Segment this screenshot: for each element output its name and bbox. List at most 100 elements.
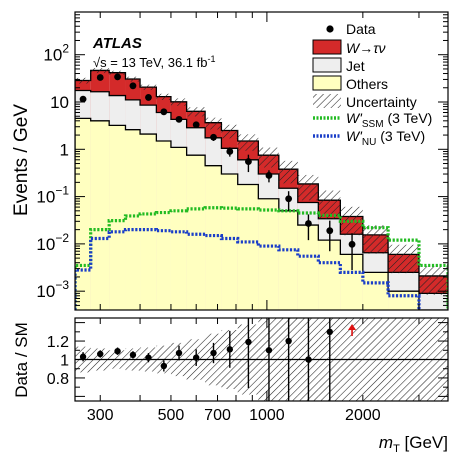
ratio-ylabel: Data / SM — [12, 322, 31, 398]
data-point — [192, 121, 200, 129]
data-point — [285, 195, 293, 203]
legend-uncertainty-label: Uncertainty — [346, 94, 417, 110]
stack-others-bin — [362, 272, 389, 310]
stack-others-outline — [75, 117, 448, 310]
stack-others-bin — [156, 140, 171, 310]
main-frame — [74, 11, 449, 311]
ratio-offscale-arrow-head — [348, 324, 357, 330]
ratio-point — [79, 353, 87, 360]
legend-wtaunu-label: W→τν — [346, 40, 385, 56]
data-point — [245, 158, 252, 165]
uncertainty-bin — [258, 147, 279, 168]
data-point — [160, 108, 168, 116]
main-ytick-label: 10−1 — [36, 184, 69, 207]
stack-others-bin — [297, 225, 319, 310]
legend-wnu-main: W' — [346, 128, 363, 144]
data-point — [145, 94, 152, 101]
ratio-ytick-label: 1 — [60, 353, 69, 370]
ratio-axis-ticks: 0.81 1.2 300 500 700 1000 2000 — [47, 318, 448, 424]
main-ytick-label-exp: −3 — [55, 278, 69, 292]
uncertainty-bin — [170, 98, 187, 106]
legend-wtaunu-swatch — [312, 39, 342, 55]
uncertainty-bin — [418, 266, 448, 295]
stack-others-bin — [125, 129, 141, 310]
legend-data-label: Data — [346, 21, 376, 37]
legend-jet-label: Jet — [346, 58, 365, 74]
ratio-plot-area — [75, 318, 448, 401]
main-ytick-label: 10−2 — [36, 231, 69, 254]
main-ytick-label: 102 — [43, 42, 69, 65]
uncertainty-bin — [125, 76, 141, 82]
uncertainty-bin — [318, 190, 341, 219]
stack-others-bin — [340, 254, 363, 310]
stack-others-bin — [186, 155, 206, 310]
data-point — [129, 82, 137, 90]
ratio-point — [175, 349, 183, 357]
stack-others-bin — [75, 118, 91, 310]
signal-wssm-line — [75, 206, 448, 310]
uncertainty-bin — [156, 93, 171, 100]
uncertainty-bin — [237, 134, 259, 151]
xtick-label: 500 — [158, 407, 185, 424]
ratio-ytick-label: 1.2 — [47, 334, 69, 351]
ratio-point — [245, 338, 252, 346]
legend-others-label: Others — [346, 76, 388, 92]
main-ytick-label-exp: 2 — [62, 42, 69, 56]
data-point — [226, 148, 234, 155]
energy-label: √s = 13 TeV, 36.1 fb-1 — [93, 54, 216, 70]
stack-others-bin — [221, 174, 238, 310]
ratio-point — [226, 346, 234, 353]
uncertainty-bin — [90, 68, 110, 74]
data-point — [348, 240, 356, 248]
stack-jet-bin — [418, 293, 448, 310]
data-point — [265, 172, 273, 179]
legend-jet-swatch — [312, 57, 342, 73]
stack-others-bin — [170, 147, 187, 310]
atlas-label: ATLAS — [92, 35, 142, 52]
x-axis-label-unit: [GeV] — [400, 433, 448, 452]
xtick-label: 2000 — [345, 407, 381, 424]
legend-wssm-suffix: (3 TeV) — [384, 110, 433, 126]
ratio-point — [97, 350, 104, 358]
stack-others-bin — [258, 198, 279, 310]
stack-others-bin — [109, 125, 126, 310]
ratio-point — [326, 328, 333, 336]
ratio-point — [210, 349, 217, 357]
legend-wnu-sub: NU — [362, 137, 376, 148]
uncertainty-bin — [388, 244, 419, 274]
xtick-label: 700 — [204, 407, 231, 424]
main-ytick-label: 1 — [60, 140, 69, 159]
legend-wnu-label: W'NU (3 TeV) — [346, 128, 425, 148]
main-ytick-label-base: 10 — [36, 235, 55, 254]
main-ytick-label: 10 — [50, 93, 69, 112]
x-axis-label-main: m — [379, 433, 393, 452]
stack-others-bin — [90, 120, 110, 310]
main-ytick-label-base: 10 — [50, 93, 69, 112]
ratio-point — [160, 362, 168, 370]
legend-wssm-label: W'SSM (3 TeV) — [346, 110, 432, 130]
uncertainty-bin — [205, 117, 222, 130]
legend-wssm-sub: SSM — [362, 119, 384, 130]
ratio-point — [114, 348, 121, 355]
ratio-panel: 0.81 1.2 300 500 700 1000 2000 Data / SM mT [G… — [12, 317, 449, 455]
uncertainty-bin — [109, 70, 126, 75]
data-points — [79, 73, 356, 271]
main-ytick-label-base: 10 — [36, 188, 55, 207]
ratio-point — [285, 337, 292, 345]
signal-wnu-line — [75, 228, 448, 310]
data-point — [96, 74, 104, 81]
energy-label-sup: -1 — [207, 54, 215, 64]
data-point — [175, 115, 183, 123]
legend: Data W→τν Jet Others Uncertainty W'SSM (… — [312, 21, 432, 148]
uncertainty-bin — [297, 174, 319, 201]
uncertainty-bin — [186, 107, 206, 117]
stack-others-bin — [140, 134, 157, 310]
uncertainty-band — [75, 68, 448, 295]
main-ytick-label-exp: −1 — [55, 184, 69, 198]
stack-others-bin — [318, 240, 341, 310]
legend-wnu-suffix: (3 TeV) — [376, 128, 425, 144]
ratio-point — [129, 351, 137, 359]
stack-others-bin — [419, 310, 448, 315]
